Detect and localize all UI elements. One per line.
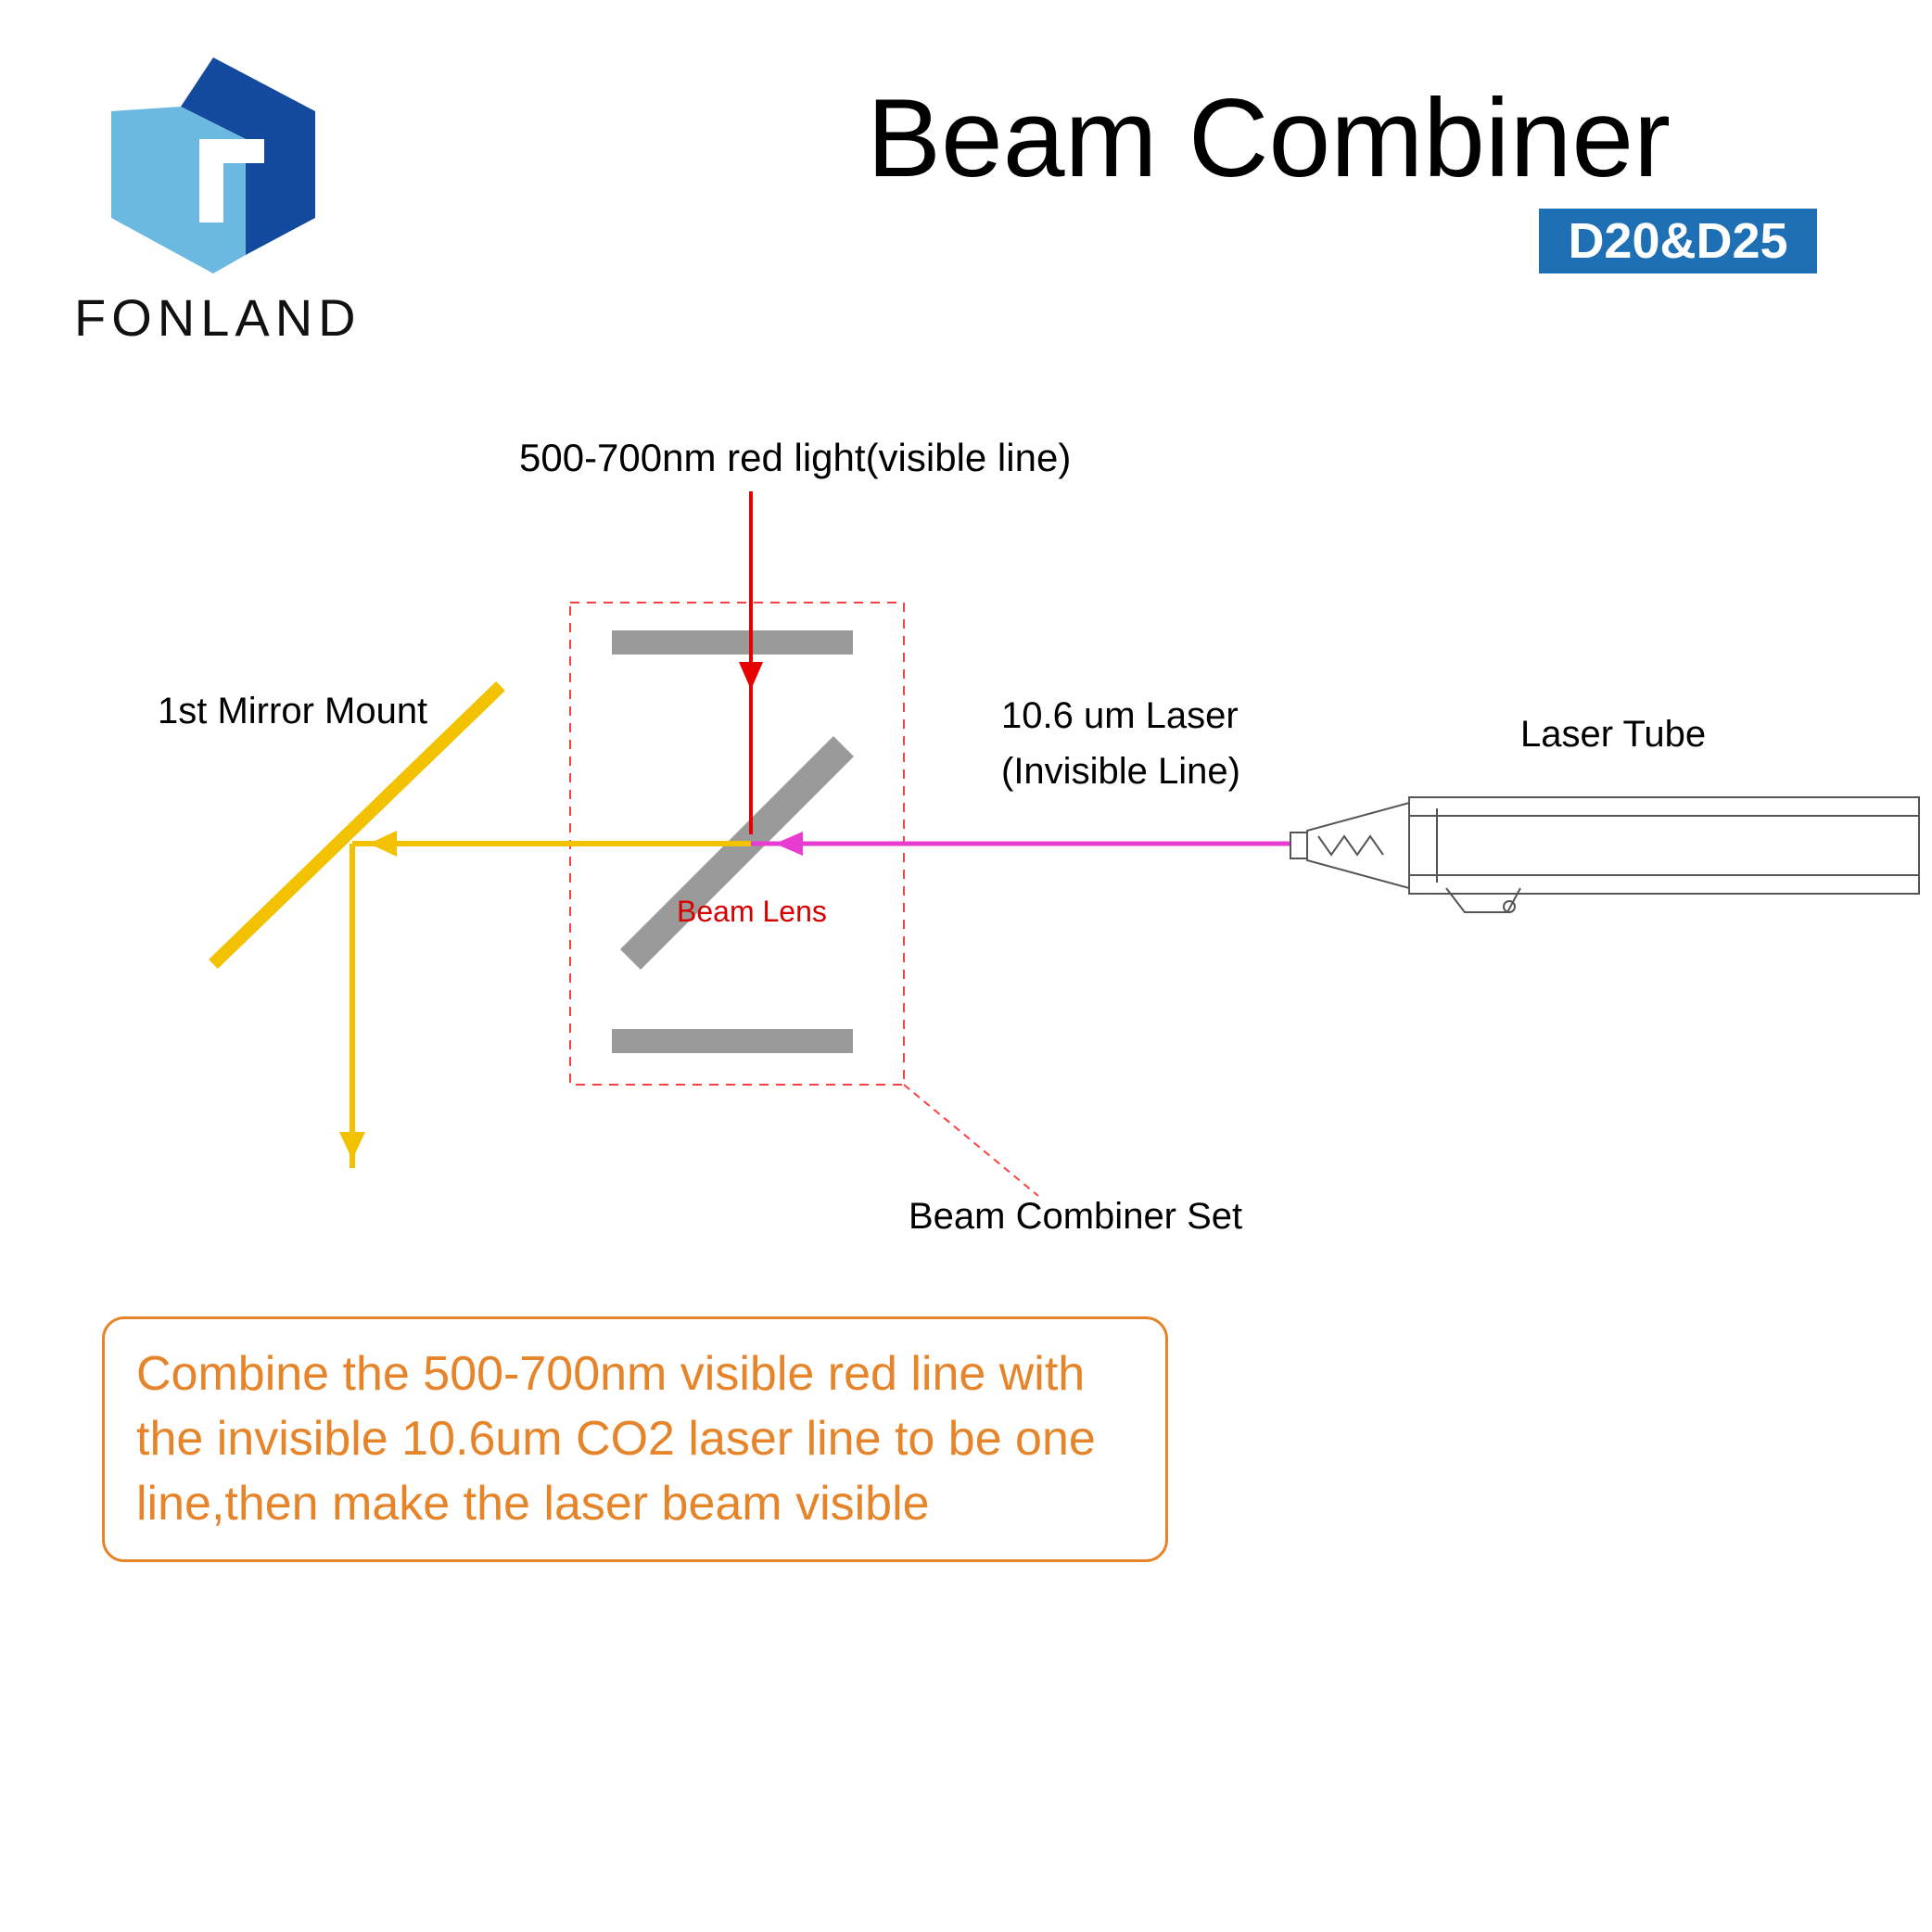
beam-lens xyxy=(620,736,854,970)
beam-magenta-arrow xyxy=(775,832,803,856)
label-tube: Laser Tube xyxy=(1520,714,1706,756)
diagram xyxy=(0,0,1932,1298)
label-combiner-set: Beam Combiner Set xyxy=(909,1196,1242,1238)
label-laser-line2: (Invisible Line) xyxy=(1001,751,1240,793)
label-laser-line1: 10.6 um Laser xyxy=(1001,695,1239,737)
housing-top xyxy=(612,630,853,655)
label-beam-lens: Beam Lens xyxy=(677,895,827,929)
combiner-callout xyxy=(904,1085,1038,1196)
description-box: Combine the 500-700nm visible red line w… xyxy=(102,1316,1168,1562)
laser-tube xyxy=(1290,797,1919,912)
beam-red-arrow xyxy=(739,662,763,690)
housing-bottom xyxy=(612,1029,853,1053)
label-red-light: 500-700nm red light(visible line) xyxy=(519,436,1071,480)
beam-yellow-h-arrow xyxy=(369,831,397,857)
beam-yellow-v-arrow xyxy=(339,1132,365,1160)
label-mirror: 1st Mirror Mount xyxy=(158,691,427,732)
